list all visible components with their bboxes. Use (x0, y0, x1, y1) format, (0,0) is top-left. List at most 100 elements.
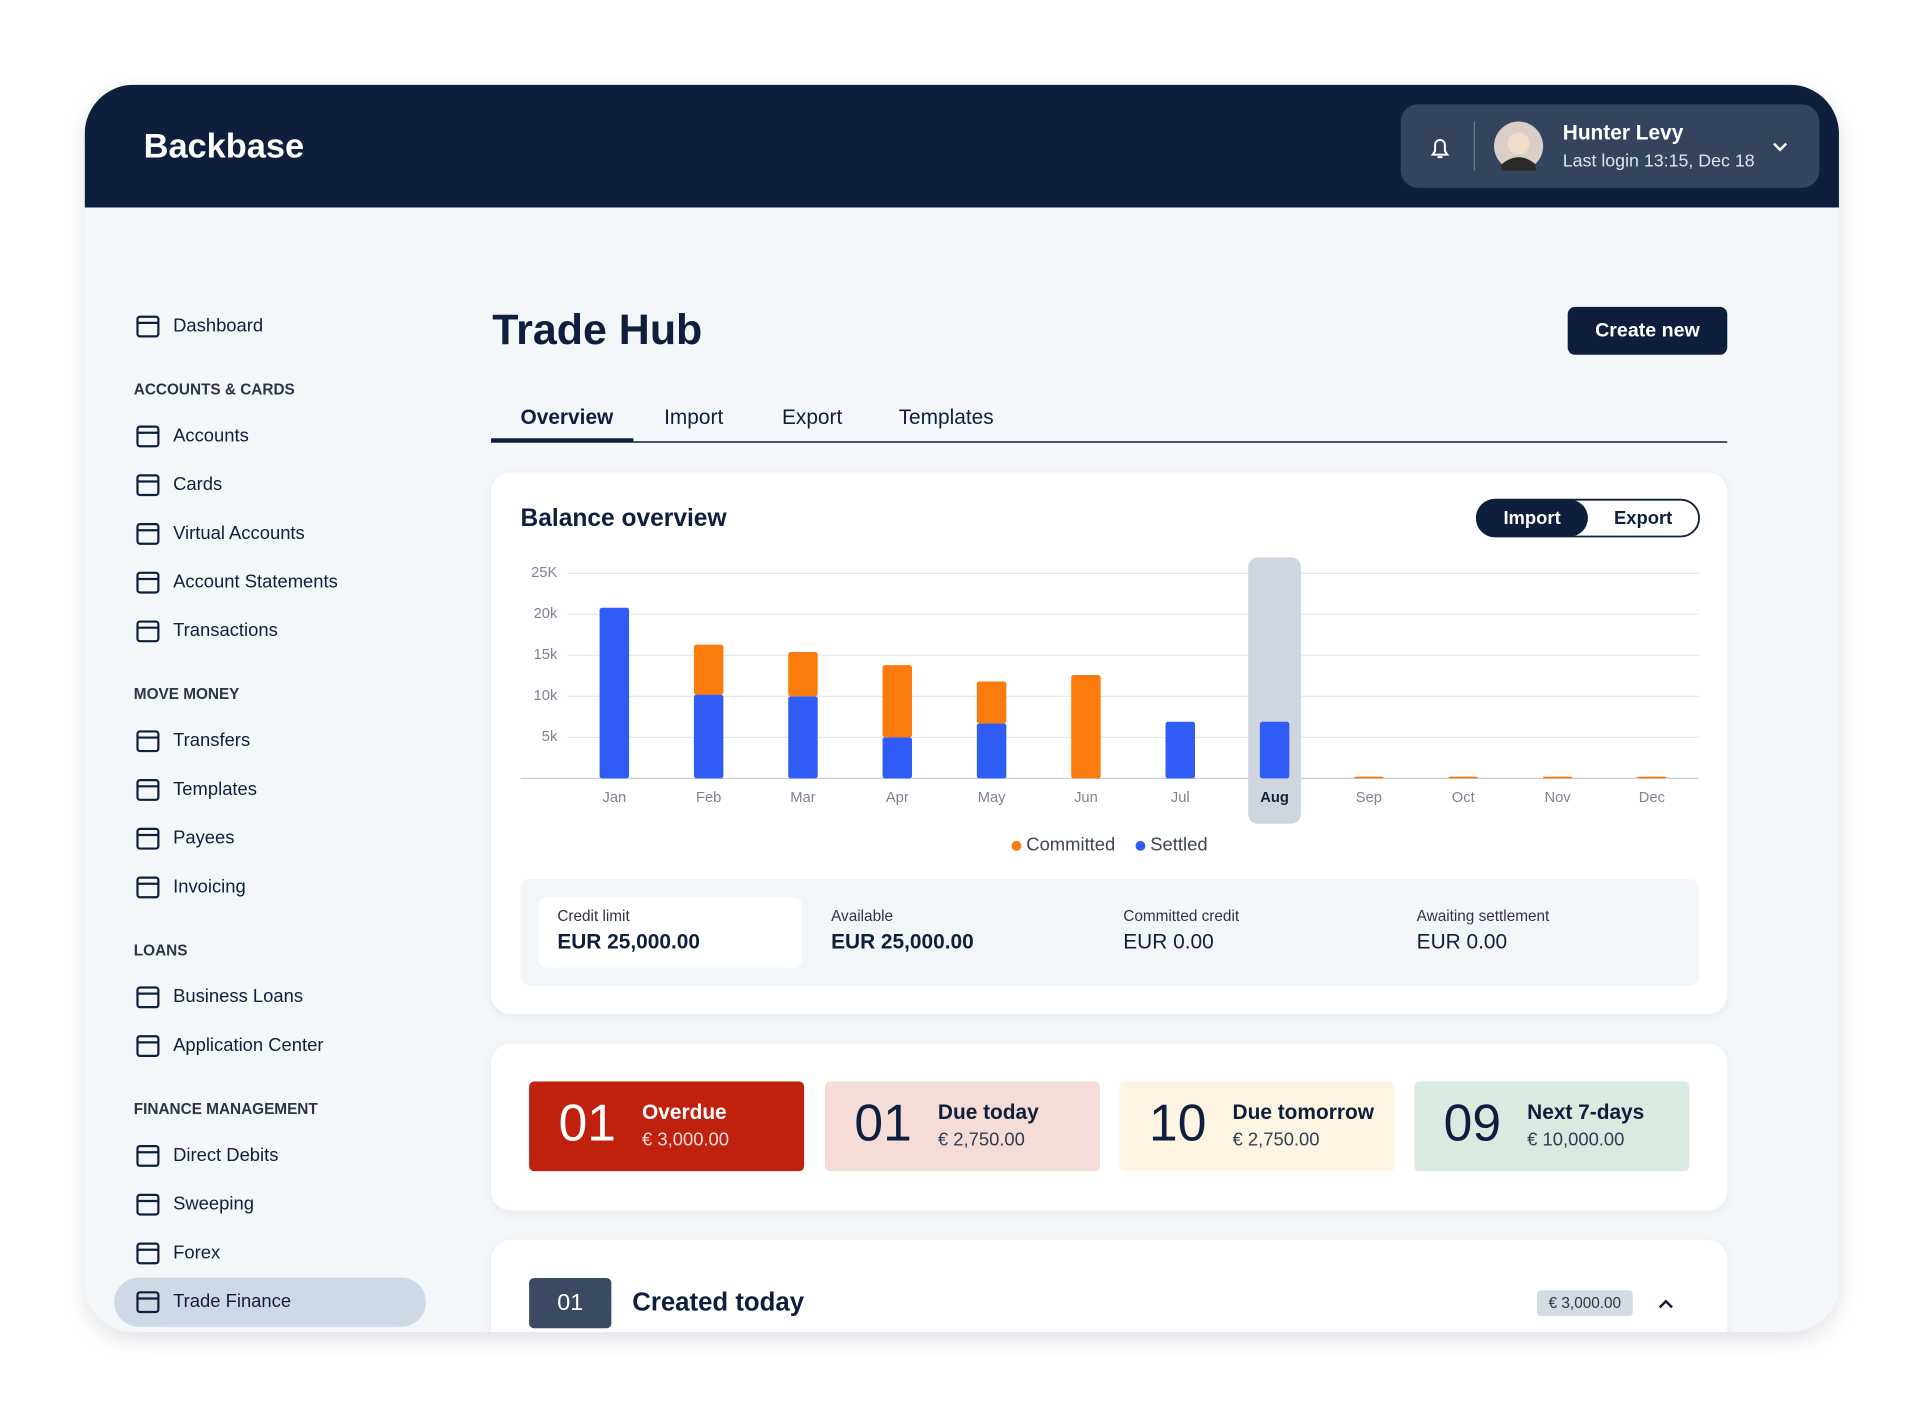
x-tick-label: Apr (886, 790, 909, 806)
bar (1165, 721, 1195, 779)
nav-icon (136, 986, 160, 1009)
stat-value: EUR 0.00 (1417, 930, 1507, 953)
bar (1542, 776, 1573, 779)
nav-heading: FINANCE MANAGEMENT (134, 1101, 319, 1118)
created-title: Created today (632, 1289, 804, 1317)
tab[interactable]: Import (664, 406, 723, 429)
bar (976, 681, 1007, 724)
nav-icon (136, 620, 160, 643)
due-count: 01 (854, 1094, 911, 1152)
y-tick-label: 5k (542, 729, 558, 745)
amount-pill (1536, 1290, 1633, 1317)
tab[interactable]: Export (782, 406, 842, 429)
stat-value: EUR 25,000.00 (557, 930, 700, 953)
nav-item[interactable]: Transfers (173, 729, 250, 750)
nav-icon (136, 827, 160, 850)
due-label: Due today (938, 1101, 1039, 1124)
card-title: Balance overview (521, 505, 728, 532)
due-card[interactable] (529, 1081, 805, 1172)
nav-item[interactable]: Virtual Accounts (173, 522, 305, 543)
nav-icon (136, 1193, 160, 1216)
stat-label: Awaiting settlement (1417, 908, 1550, 925)
bar (1637, 776, 1667, 779)
x-tick-label: Sep (1356, 790, 1382, 806)
legend-swatch (1011, 840, 1022, 851)
x-tick-label: Jul (1171, 790, 1190, 806)
x-tick-label: Jun (1074, 790, 1098, 806)
user-menu[interactable] (1400, 104, 1820, 188)
nav-icon (136, 474, 160, 497)
stat-label: Committed credit (1123, 908, 1240, 925)
nav-icon (136, 1145, 160, 1167)
nav-icon (136, 1035, 160, 1057)
bar (1071, 674, 1101, 779)
avatar-body (1501, 157, 1536, 171)
nav-item[interactable]: Trade Finance (173, 1290, 291, 1311)
highlight-band (1248, 557, 1301, 824)
due-card[interactable] (824, 1081, 1100, 1172)
due-label: Next 7-days (1527, 1101, 1644, 1124)
toggle-option[interactable]: Export (1614, 507, 1672, 528)
nav-heading: MOVE MONEY (134, 686, 240, 703)
legend-label: Settled (1150, 834, 1207, 855)
nav-item[interactable]: Account Statements (173, 571, 338, 592)
legend-swatch (1135, 840, 1146, 851)
due-card[interactable] (1414, 1081, 1690, 1172)
nav-item[interactable]: Dashboard (173, 314, 263, 335)
toggle-option[interactable]: Import (1503, 507, 1560, 528)
y-tick-label: 20k (534, 606, 558, 622)
nav-item[interactable]: Application Center (173, 1034, 323, 1055)
nav-item[interactable]: Transactions (173, 619, 278, 640)
nav-item[interactable]: Business Loans (173, 985, 303, 1006)
tab-active-underline (491, 438, 634, 442)
create-button[interactable] (1567, 306, 1728, 355)
toggle-active[interactable] (1476, 499, 1588, 537)
nav-item[interactable]: Cards (173, 473, 222, 494)
x-tick-label: Nov (1544, 790, 1571, 806)
nav-item[interactable]: Templates (173, 778, 257, 799)
created-amount: € 3,000.00 (1549, 1295, 1621, 1312)
avatar-face (1507, 132, 1530, 155)
bar (1354, 776, 1384, 779)
nav-item[interactable]: Payees (173, 827, 234, 848)
y-tick-label: 15k (534, 647, 558, 663)
bar (1259, 721, 1290, 779)
nav-icon (136, 1242, 160, 1265)
bell-icon[interactable] (1430, 139, 1450, 159)
nav-icon (136, 876, 160, 899)
nav-icon (136, 522, 160, 545)
bar (599, 607, 630, 779)
bar (788, 696, 818, 779)
page-title: Trade Hub (492, 306, 702, 354)
nav-icon (136, 1291, 160, 1314)
nav-item[interactable]: Forex (173, 1241, 220, 1262)
stat-value: EUR 0.00 (1123, 930, 1213, 953)
logo: Backbase (144, 128, 304, 166)
created-panel (491, 1239, 1728, 1332)
y-tick-label: 10k (534, 688, 558, 704)
x-tick-label: Dec (1639, 790, 1665, 806)
nav-item[interactable]: Direct Debits (173, 1144, 278, 1165)
chevron-up[interactable] (1658, 1299, 1673, 1309)
due-count: 09 (1444, 1094, 1501, 1152)
tab[interactable]: Overview (521, 406, 615, 429)
legend-label: Committed (1026, 834, 1115, 855)
bar (882, 665, 913, 738)
nav-item[interactable]: Accounts (173, 424, 249, 445)
tab[interactable]: Templates (899, 406, 994, 429)
user-name: Hunter Levy (1563, 121, 1684, 144)
create-button-label[interactable]: Create new (1595, 320, 1700, 342)
x-tick-label: Mar (790, 790, 815, 806)
due-amount: € 10,000.00 (1527, 1128, 1624, 1149)
bar (788, 652, 818, 697)
y-tick-label: 25K (531, 565, 557, 581)
nav-item[interactable]: Sweeping (173, 1193, 254, 1214)
nav-icon (136, 571, 160, 594)
due-amount: € 2,750.00 (1233, 1128, 1320, 1149)
stat-label: Available (831, 908, 893, 925)
nav-item[interactable]: Invoicing (173, 875, 246, 896)
chevron-down[interactable] (1773, 142, 1788, 152)
due-card[interactable] (1119, 1081, 1395, 1172)
